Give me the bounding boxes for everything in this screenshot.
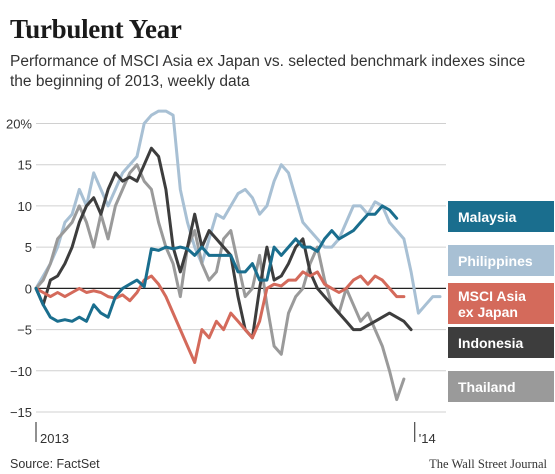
y-tick-label: 10: [18, 199, 32, 214]
series-line-indonesia: [34, 146, 413, 340]
source-note: Source: FactSet: [10, 457, 100, 471]
chart-subtitle: Performance of MSCI Asia ex Japan vs. se…: [10, 53, 526, 90]
y-tick-label: 5: [25, 240, 32, 255]
x-tick-label: 2013: [40, 431, 69, 446]
y-tick-label: 15: [18, 158, 32, 173]
series-line-malaysia: [34, 204, 399, 323]
chart-title: Turbulent Year: [10, 14, 182, 44]
legend-thailand: Thailand: [448, 371, 554, 402]
legend-malaysia: Malaysia: [448, 201, 554, 232]
legend-label: MSCI Asia ex Japan: [458, 287, 526, 320]
y-tick-label: −5: [17, 323, 32, 338]
y-tick-label: −10: [10, 364, 32, 379]
legend-label: Philippines: [458, 252, 533, 269]
y-tick-label: 0: [25, 281, 32, 296]
legend-label: Thailand: [458, 378, 516, 395]
y-tick-label: −15: [10, 405, 32, 420]
legend-label: Malaysia: [458, 208, 517, 225]
legend-msci-asia-ex-japan: MSCI Asia ex Japan: [448, 283, 554, 324]
publisher-credit: The Wall Street Journal: [429, 457, 547, 471]
x-tick-label: '14: [419, 431, 436, 446]
legend-label: Indonesia: [458, 334, 524, 351]
legend-philippines: Philippines: [448, 245, 554, 276]
legend-indonesia: Indonesia: [448, 327, 554, 358]
series-line-philippines: [34, 109, 442, 315]
y-tick-label: 20%: [6, 116, 32, 131]
series-line-msci-asia-ex-japan: [34, 270, 406, 364]
